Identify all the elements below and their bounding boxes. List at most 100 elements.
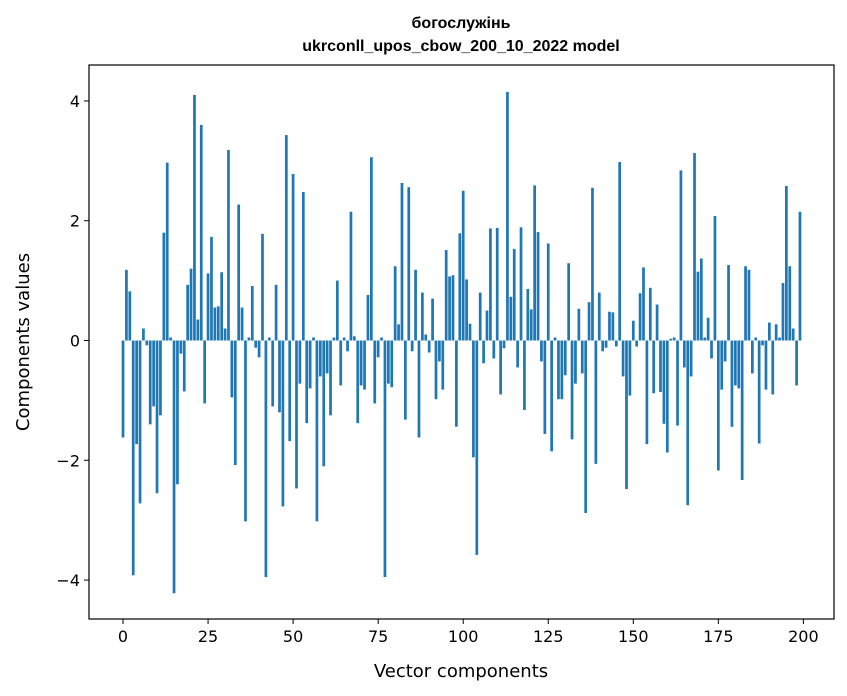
bar-83: [404, 340, 407, 420]
bar-72: [366, 294, 370, 341]
bar-170: [699, 258, 703, 341]
bar-68: [352, 336, 356, 341]
bar-181: [737, 340, 741, 389]
bar-97: [451, 275, 455, 341]
bar-189: [764, 340, 768, 390]
x-tick-label: 125: [533, 627, 564, 646]
bar-151: [635, 340, 639, 347]
bar-19: [186, 284, 190, 341]
bar-34: [237, 204, 241, 341]
bar-21: [193, 94, 196, 341]
bar-154: [645, 340, 649, 445]
bar-23: [199, 124, 203, 341]
bar-102: [468, 323, 472, 341]
bar-93: [438, 340, 441, 362]
bar-80: [393, 266, 397, 341]
bar-66: [346, 340, 349, 352]
bar-42: [264, 340, 268, 578]
x-tick-label: 100: [448, 627, 479, 646]
bar-106: [482, 340, 485, 364]
y-tick-label: −4: [56, 571, 80, 590]
bar-114: [509, 296, 513, 341]
x-tick-label: 50: [283, 627, 303, 646]
bar-169: [696, 271, 700, 341]
bar-178: [727, 265, 730, 341]
bar-56: [312, 337, 315, 341]
bar-58: [318, 340, 322, 377]
x-tick-label: 200: [788, 627, 819, 646]
bar-177: [723, 340, 727, 362]
bar-41: [261, 233, 264, 341]
x-tick-label: 150: [618, 627, 649, 646]
bar-54: [305, 340, 309, 424]
bar-124: [543, 340, 547, 434]
bar-199: [798, 211, 802, 341]
bar-156: [652, 340, 656, 394]
bar-31: [227, 150, 230, 341]
bar-14: [169, 337, 172, 341]
bar-5: [138, 340, 142, 504]
bar-70: [359, 340, 363, 386]
bar-194: [781, 283, 785, 341]
bar-85: [410, 340, 414, 352]
bar-130: [563, 340, 567, 376]
bar-76: [380, 337, 383, 341]
bar-63: [335, 280, 339, 341]
bar-188: [761, 340, 764, 346]
bar-28: [216, 306, 220, 341]
bar-185: [751, 340, 754, 374]
bar-107: [485, 310, 489, 341]
bar-67: [349, 211, 353, 341]
bar-131: [567, 263, 571, 341]
bar-43: [267, 337, 271, 341]
bar-100: [461, 190, 465, 341]
bar-11: [159, 340, 162, 416]
bar-109: [492, 340, 496, 359]
bar-10: [155, 340, 159, 494]
bar-146: [618, 162, 622, 341]
bar-163: [676, 340, 679, 426]
bar-167: [689, 340, 693, 377]
bar-75: [376, 340, 380, 358]
bar-198: [795, 340, 798, 386]
bar-116: [516, 340, 519, 368]
bar-135: [580, 340, 584, 374]
x-axis-ticks: 0 25 50 75 100 125 150 175 200: [118, 619, 819, 646]
bar-9: [152, 340, 155, 407]
bar-159: [662, 340, 666, 424]
bar-59: [322, 340, 326, 467]
x-tick-label: 175: [703, 627, 734, 646]
bar-157: [655, 304, 659, 341]
bar-119: [526, 289, 530, 341]
bar-22: [196, 319, 200, 341]
bar-62: [332, 337, 336, 341]
bar-90: [427, 340, 431, 353]
bar-61: [329, 340, 332, 416]
bar-117: [519, 227, 523, 341]
bar-49: [288, 340, 292, 442]
bar-171: [703, 337, 707, 341]
bar-24: [203, 340, 207, 404]
y-tick-label: 2: [70, 212, 80, 231]
bar-142: [604, 340, 608, 348]
bar-13: [165, 162, 169, 341]
bar-152: [638, 293, 642, 341]
bar-69: [356, 340, 360, 424]
bar-1: [125, 269, 128, 341]
bar-4: [135, 340, 138, 445]
bar-197: [791, 328, 795, 341]
y-tick-label: 0: [70, 332, 80, 351]
bar-165: [682, 340, 686, 368]
y-tick-label: −2: [56, 451, 80, 470]
bar-166: [686, 340, 690, 506]
bar-37: [247, 337, 251, 341]
bar-110: [495, 227, 499, 341]
bar-0: [121, 340, 125, 438]
bar-132: [570, 340, 574, 440]
bar-112: [502, 340, 506, 349]
bar-52: [298, 340, 302, 384]
bar-48: [284, 135, 288, 341]
bar-74: [373, 340, 377, 404]
bar-46: [278, 340, 281, 413]
bar-71: [363, 340, 366, 390]
